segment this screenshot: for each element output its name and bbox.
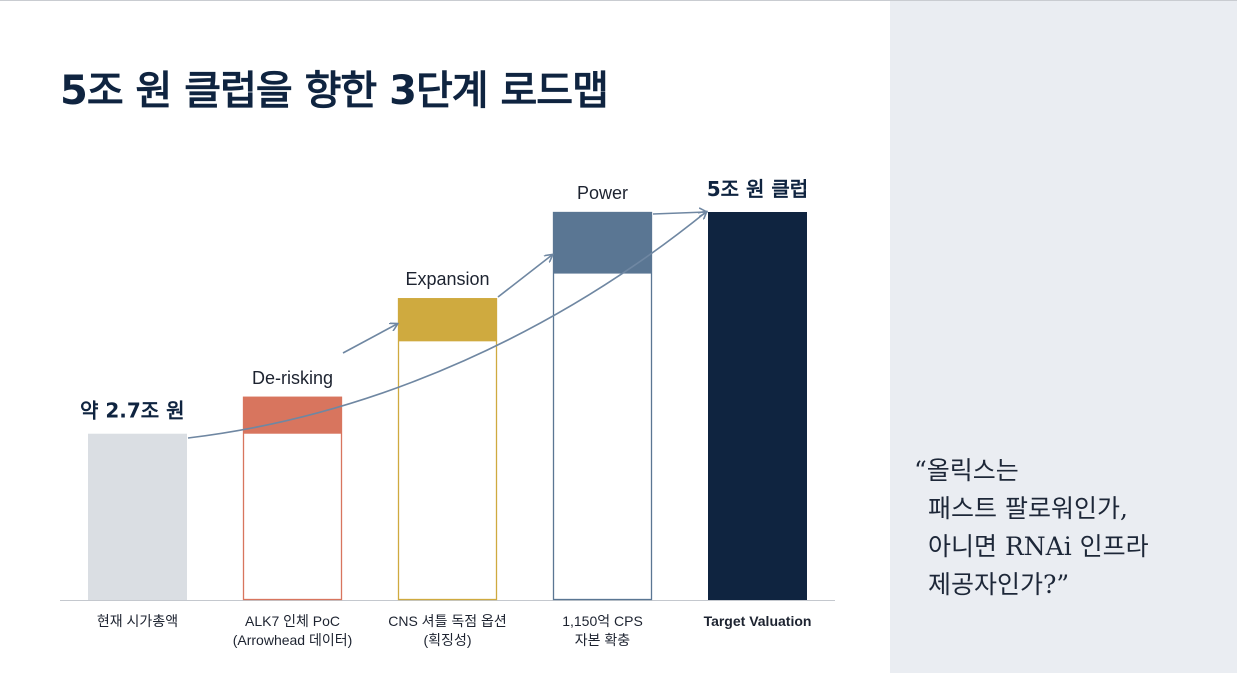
quote-sidebar xyxy=(890,1,1237,673)
bar xyxy=(243,396,342,434)
category-label: (획징성) xyxy=(424,632,472,648)
quote-block: “올릭스는 패스트 팔로워인가, 아니면 RNAi 인프라 제공자인가?” xyxy=(914,452,1234,604)
step-arrow xyxy=(652,212,706,214)
bar xyxy=(553,212,652,274)
stage-label: Power xyxy=(577,183,628,203)
category-label: CNS 셔틀 독점 옵션 xyxy=(388,613,507,629)
category-label: ALK7 인체 PoC xyxy=(245,613,340,629)
stage-label: De-risking xyxy=(252,368,333,388)
category-label: 1,150억 CPS xyxy=(562,613,643,629)
step-arrow xyxy=(497,255,552,298)
bar xyxy=(88,433,187,600)
bar xyxy=(708,212,807,600)
category-label: Target Valuation xyxy=(704,613,812,629)
quote-line-1: “올릭스는 xyxy=(914,456,1019,485)
bar-outline xyxy=(397,298,498,601)
top-border xyxy=(0,0,1237,1)
category-label: 자본 확충 xyxy=(575,632,631,648)
bar-value-label: 5조 원 클럽 xyxy=(707,177,808,201)
bar-value-label: 약 2.7조 원 xyxy=(80,399,185,423)
slide-title: 5조 원 클럽을 향한 3단계 로드맵 xyxy=(60,68,609,114)
growth-curve-arrow xyxy=(187,212,706,439)
category-label: (Arrowhead 데이터) xyxy=(233,632,353,648)
step-arrow xyxy=(342,324,397,354)
roadmap-chart: 약 2.7조 원현재 시가총액 De-risking ALK7 인체 PoC (Arr… xyxy=(60,177,835,648)
quote-line-3: 아니면 RNAi 인프라 xyxy=(928,532,1149,561)
quote-line-4: 제공자인가?” xyxy=(928,570,1070,599)
category-label: 현재 시가총액 xyxy=(97,613,178,629)
bar xyxy=(398,298,497,342)
quote-line-2: 패스트 팔로워인가, xyxy=(928,494,1128,523)
stage-label: Expansion xyxy=(405,269,489,289)
